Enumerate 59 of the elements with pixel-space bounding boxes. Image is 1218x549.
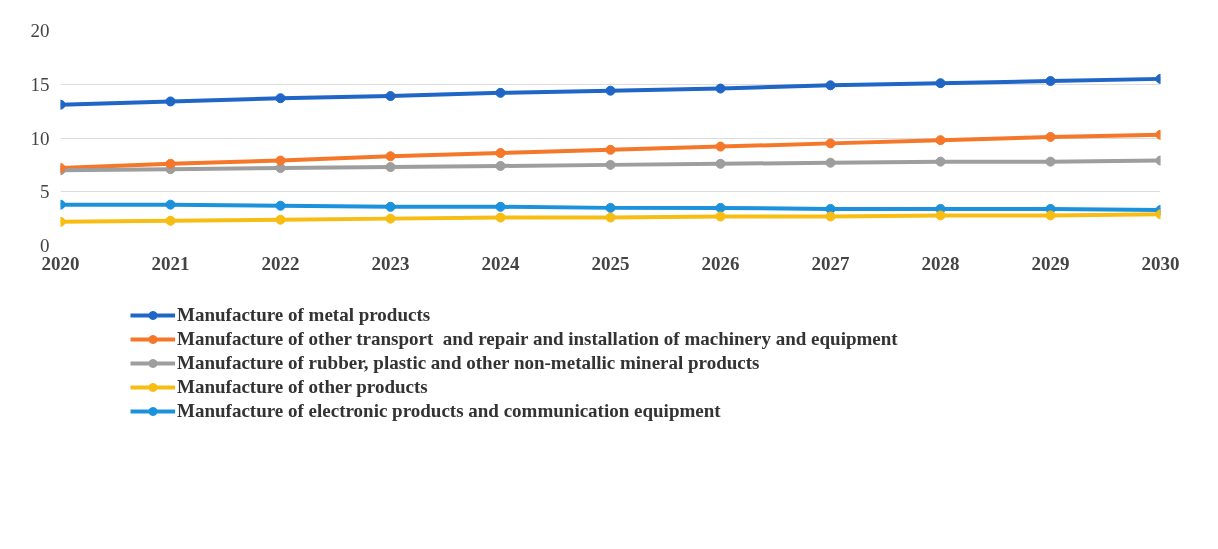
x-tick-label: 2022 [261, 252, 300, 274]
y-tick-label: 5 [40, 181, 50, 203]
y-tick-label: 10 [30, 127, 50, 149]
point [385, 151, 396, 162]
x-tick-label: 2023 [371, 252, 410, 274]
point [715, 83, 726, 94]
point [385, 162, 396, 173]
x-tick-label: 2024 [481, 252, 520, 274]
point [825, 211, 836, 222]
point [935, 210, 946, 221]
y-tick-label: 15 [30, 73, 50, 95]
point [495, 87, 506, 98]
point [1045, 76, 1056, 87]
x-tick-label: 2027 [811, 252, 850, 274]
point [495, 148, 506, 159]
point [935, 78, 946, 89]
point [385, 213, 396, 224]
point [605, 159, 616, 170]
y-tick-label: 20 [30, 20, 50, 41]
x-tick-label: 2029 [1031, 252, 1070, 274]
x-tick-label: 2021 [151, 252, 190, 274]
x-tick-label: 2026 [701, 252, 740, 274]
point [935, 156, 946, 167]
point [495, 201, 506, 212]
point [715, 158, 726, 169]
point [825, 138, 836, 149]
legend-label: Manufacture of electronic products and communication equipment [177, 400, 721, 422]
point [165, 215, 176, 226]
point [495, 212, 506, 223]
legend-label: Manufacture of other products [177, 376, 428, 398]
point [495, 160, 506, 171]
point [275, 155, 286, 166]
point [1045, 156, 1056, 167]
legend-label: Manufacture of rubber, plastic and other non-metallic mineral products [177, 352, 760, 374]
point [605, 212, 616, 223]
point [165, 199, 176, 210]
legend-label: Manufacture of metal products [177, 304, 431, 326]
point [165, 96, 176, 107]
point [385, 91, 396, 102]
x-tick-label: 2028 [921, 252, 960, 274]
point [605, 202, 616, 213]
point [275, 200, 286, 211]
x-tick-label: 2030 [1141, 252, 1180, 274]
point [605, 144, 616, 155]
point [275, 93, 286, 104]
point [825, 80, 836, 91]
point [715, 141, 726, 152]
point [825, 157, 836, 168]
point [385, 201, 396, 212]
point [605, 85, 616, 96]
x-tick-label: 2025 [591, 252, 630, 274]
point [275, 214, 286, 225]
point [1045, 210, 1056, 221]
point [165, 158, 176, 169]
point [935, 135, 946, 146]
point [715, 211, 726, 222]
point [1045, 131, 1056, 142]
point [715, 202, 726, 213]
legend-label: Manufacture of other transport and repair and installation of machinery and equipment [177, 328, 898, 350]
